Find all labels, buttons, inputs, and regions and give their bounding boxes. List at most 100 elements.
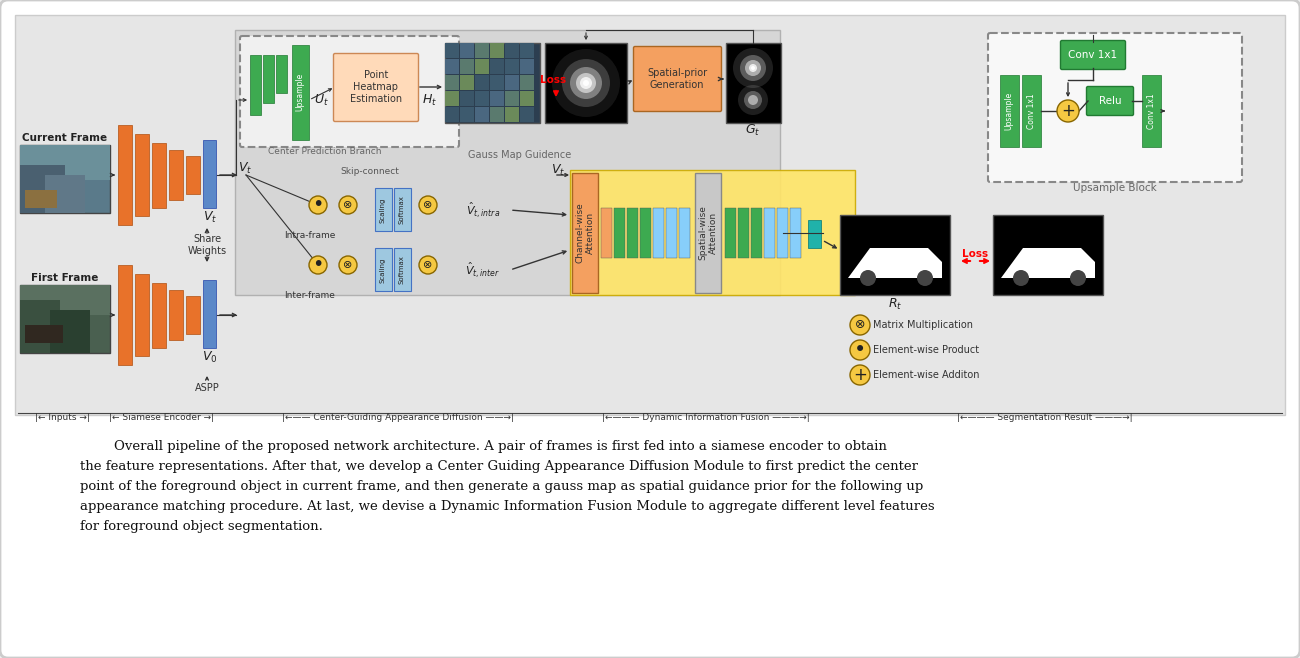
FancyBboxPatch shape xyxy=(1087,86,1134,116)
Bar xyxy=(25,190,57,208)
Bar xyxy=(152,283,166,348)
Text: $G_t$: $G_t$ xyxy=(745,122,760,138)
Bar xyxy=(474,91,489,106)
Bar xyxy=(738,208,749,258)
Bar xyxy=(572,173,598,293)
Bar xyxy=(263,55,274,103)
Text: Element-wise Additon: Element-wise Additon xyxy=(874,370,979,380)
Bar xyxy=(16,15,1284,415)
Bar xyxy=(809,220,822,248)
Bar xyxy=(20,165,65,213)
Bar xyxy=(20,145,111,180)
Bar xyxy=(474,59,489,74)
Bar xyxy=(169,150,183,200)
Bar xyxy=(250,55,261,115)
Bar xyxy=(394,248,411,291)
Bar xyxy=(627,208,638,258)
Bar xyxy=(614,208,625,258)
Circle shape xyxy=(751,66,755,70)
Bar xyxy=(666,208,677,258)
Bar xyxy=(445,91,459,106)
Text: Share
Weights: Share Weights xyxy=(187,234,226,256)
Circle shape xyxy=(740,55,766,81)
Text: Center Prediction Branch: Center Prediction Branch xyxy=(268,147,382,157)
Bar xyxy=(186,156,200,194)
Bar xyxy=(777,208,788,258)
Bar xyxy=(186,296,200,334)
Text: Point
Heatmap
Estimation: Point Heatmap Estimation xyxy=(350,70,402,103)
Text: ⊗: ⊗ xyxy=(343,200,352,210)
Bar xyxy=(520,43,534,58)
Text: ASPP: ASPP xyxy=(195,383,220,393)
Circle shape xyxy=(744,91,762,109)
Bar xyxy=(1141,75,1161,147)
Text: ⊗: ⊗ xyxy=(424,260,433,270)
Text: Loss: Loss xyxy=(962,249,988,259)
Text: $V_0$: $V_0$ xyxy=(203,349,218,365)
Bar xyxy=(1022,75,1041,147)
FancyBboxPatch shape xyxy=(988,33,1242,182)
Bar xyxy=(520,107,534,122)
Circle shape xyxy=(733,48,774,88)
Circle shape xyxy=(850,365,870,385)
Bar xyxy=(490,75,504,90)
Bar xyxy=(460,43,474,58)
Bar xyxy=(490,91,504,106)
Bar xyxy=(20,285,111,353)
Bar xyxy=(445,75,459,90)
Bar xyxy=(725,208,736,258)
Bar xyxy=(474,75,489,90)
Bar xyxy=(520,91,534,106)
Bar xyxy=(460,107,474,122)
Circle shape xyxy=(749,64,757,72)
Bar xyxy=(601,208,612,258)
Bar xyxy=(460,91,474,106)
Text: Loss: Loss xyxy=(540,75,566,85)
Circle shape xyxy=(419,196,437,214)
Bar xyxy=(445,107,459,122)
Bar xyxy=(490,43,504,58)
Text: appearance matching procedure. At last, we devise a Dynamic Information Fusion M: appearance matching procedure. At last, … xyxy=(81,500,935,513)
Bar xyxy=(490,107,504,122)
Text: $R_t$: $R_t$ xyxy=(888,297,902,311)
FancyBboxPatch shape xyxy=(334,53,419,122)
Bar xyxy=(725,43,781,123)
Text: Conv 1x1: Conv 1x1 xyxy=(1147,93,1156,129)
Bar xyxy=(474,107,489,122)
Text: Softmax: Softmax xyxy=(399,195,406,224)
Bar xyxy=(653,208,664,258)
Text: point of the foreground object in current frame, and then generate a gauss map a: point of the foreground object in curren… xyxy=(81,480,923,493)
Text: |←——— Segmentation Result ———→|: |←——— Segmentation Result ———→| xyxy=(957,413,1132,422)
Bar xyxy=(20,285,111,315)
Bar xyxy=(679,208,690,258)
Circle shape xyxy=(562,59,610,107)
Circle shape xyxy=(850,340,870,360)
Circle shape xyxy=(309,196,328,214)
Circle shape xyxy=(580,77,592,89)
Text: |←——— Dynamic Information Fusion ———→|: |←——— Dynamic Information Fusion ———→| xyxy=(602,413,810,422)
Text: +: + xyxy=(853,366,867,384)
Text: Upsample Block: Upsample Block xyxy=(1072,183,1157,193)
Text: $\hat{V}_{t,intra}$: $\hat{V}_{t,intra}$ xyxy=(465,200,500,220)
Bar xyxy=(640,208,651,258)
Text: |←—— Center-Guiding Appearance Diffusion ——→|: |←—— Center-Guiding Appearance Diffusion… xyxy=(282,413,514,422)
Circle shape xyxy=(1057,100,1079,122)
Circle shape xyxy=(309,256,328,274)
Text: the feature representations. After that, we develop a Center Guiding Appearance : the feature representations. After that,… xyxy=(81,460,918,473)
Text: First Frame: First Frame xyxy=(31,273,99,283)
Text: $V_t$: $V_t$ xyxy=(551,163,566,178)
Bar xyxy=(445,43,540,123)
Bar xyxy=(445,43,459,58)
Circle shape xyxy=(576,73,595,93)
Text: ⊗: ⊗ xyxy=(343,260,352,270)
Text: Inter-frame: Inter-frame xyxy=(285,290,335,299)
Bar xyxy=(203,280,216,348)
Bar xyxy=(292,45,309,140)
Text: Current Frame: Current Frame xyxy=(22,133,108,143)
Text: •: • xyxy=(312,255,324,274)
Bar xyxy=(20,300,60,353)
Circle shape xyxy=(582,80,589,86)
Bar xyxy=(20,145,111,213)
Bar xyxy=(276,55,287,93)
Bar xyxy=(504,75,519,90)
